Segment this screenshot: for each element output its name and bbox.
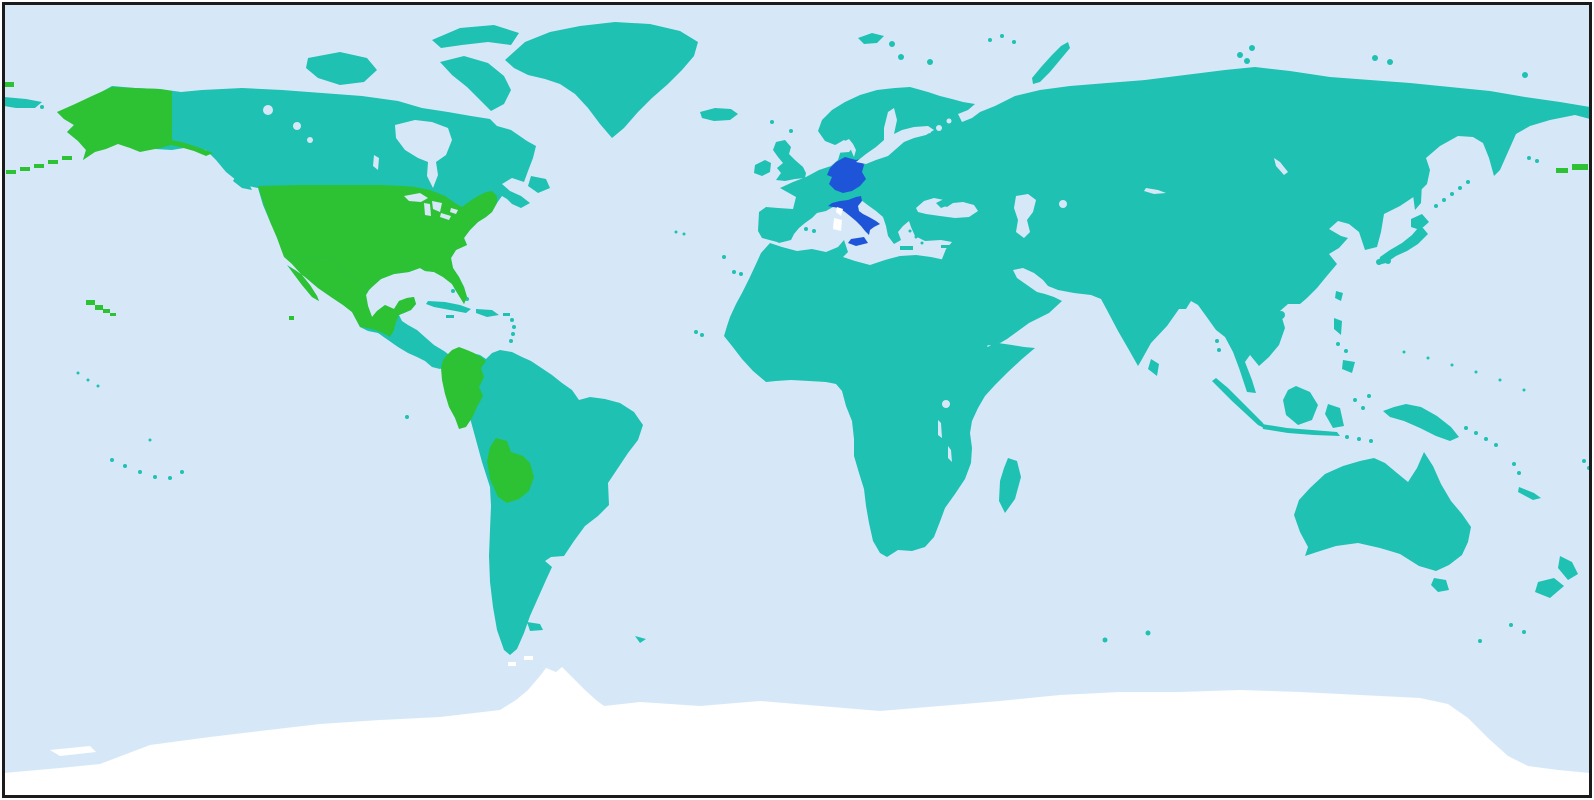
lake-ladoga [936,125,942,131]
peninsula-crimea [936,199,949,208]
islands-hawaii [86,300,294,320]
island-south-georgia [635,636,646,643]
islands-aleutian-green [4,82,1588,174]
islands-japan [1376,178,1470,265]
country-italy [828,196,880,235]
island-vancouver [233,176,252,190]
islands-mediterranean [804,227,950,250]
land-blue-highlight [827,157,880,246]
region-south-america [452,350,643,655]
sea-skagerrak [830,140,854,153]
islands-micronesia [1402,350,1526,392]
island-sardinia [833,218,842,231]
sea-black [916,198,978,218]
region-australia [1294,452,1471,571]
country-mexico [284,257,416,337]
lake-onega [946,118,952,124]
lake-baikal [1274,158,1288,175]
region-antarctica [4,667,1590,796]
sea-aral [1059,200,1067,208]
region-greenland [505,22,698,138]
land-white [4,207,1590,796]
land-green-highlight [4,82,1588,503]
antarctic-islands [50,656,533,756]
sea-caspian [1014,194,1036,238]
island-ireland [754,160,771,176]
region-eurasia [758,67,1590,393]
islands-philippines [1334,318,1355,373]
island-falklands [527,622,543,631]
island-hainan [1277,311,1285,319]
island-newfoundland [528,176,550,193]
islands-southern-ocean [1102,623,1526,643]
island-ellesmere [432,25,519,48]
island-hispaniola [476,309,499,317]
country-usa-mainland [258,185,497,304]
country-germany [827,157,866,193]
lake-great-bear [263,105,273,115]
island-taiwan [1335,291,1343,301]
sea-hudson-bay [395,120,452,188]
island-madagascar [999,458,1021,513]
island-new-guinea [1383,404,1459,441]
island-great-britain [773,140,806,181]
islands-atlantic [674,120,793,337]
island-sri-lanka [1148,359,1159,376]
lake-balkhash [1144,188,1166,194]
island-tasmania [1431,578,1449,592]
island-corsica [836,207,843,216]
islands-indonesia [1212,378,1373,443]
island-baffin [440,56,511,111]
islands-arctic [858,33,1528,84]
island-cuba [426,301,471,313]
island-southampton [439,112,447,120]
island-iceland [700,108,738,121]
island-puerto-rico [503,313,510,316]
lake-victoria [942,400,950,408]
lake-winnipeg [373,155,379,170]
lake-tanganyika [938,420,942,438]
islands-polynesia [76,371,184,480]
island-victoria [306,52,377,85]
inland-seas-lakes [263,105,1288,462]
country-bolivia [487,438,534,503]
islands-andaman [1215,339,1221,352]
great-lakes [404,193,458,220]
country-usa-alaska [57,87,213,160]
island-galapagos [405,415,409,419]
island-sicily [848,237,868,246]
sea-baltic [856,108,934,164]
region-africa [724,240,1035,557]
lake-athabasca [307,137,313,143]
lake-malawi [948,446,952,462]
islands-new-zealand [1535,556,1578,598]
island-jamaica [446,315,454,318]
lake-great-slave [293,122,301,130]
gulf-of-finland [900,129,931,137]
country-colombia [441,347,486,429]
